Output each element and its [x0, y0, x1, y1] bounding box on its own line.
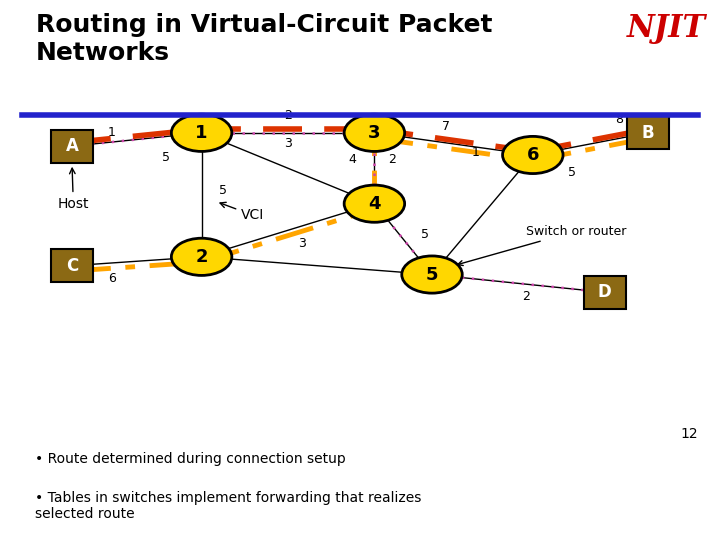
FancyBboxPatch shape [627, 116, 669, 150]
Text: Host: Host [58, 168, 89, 211]
Text: B: B [642, 124, 654, 142]
Text: • Route determined during connection setup: • Route determined during connection set… [35, 452, 346, 466]
Text: 5: 5 [161, 151, 170, 164]
Text: 12: 12 [681, 427, 698, 441]
Text: A: A [66, 137, 78, 155]
Text: 5: 5 [568, 166, 577, 179]
FancyBboxPatch shape [584, 275, 626, 309]
Text: 1: 1 [108, 126, 115, 139]
Circle shape [344, 185, 405, 222]
Circle shape [402, 256, 462, 293]
Circle shape [171, 114, 232, 151]
Text: 4: 4 [368, 195, 381, 213]
Text: VCI: VCI [220, 202, 264, 222]
Text: 2: 2 [389, 153, 396, 166]
Text: C: C [66, 256, 78, 275]
Text: 1: 1 [472, 146, 479, 159]
Text: D: D [598, 284, 612, 301]
Text: NJIT: NJIT [626, 14, 706, 44]
FancyBboxPatch shape [51, 130, 93, 163]
Text: 5: 5 [219, 184, 228, 197]
Circle shape [171, 238, 232, 275]
Text: 2: 2 [284, 109, 292, 122]
Text: 4: 4 [349, 153, 356, 166]
Text: 5: 5 [420, 228, 429, 241]
Text: 3: 3 [299, 237, 306, 250]
Text: 1: 1 [195, 124, 208, 142]
Text: • Tables in switches implement forwarding that realizes
selected route: • Tables in switches implement forwardin… [35, 490, 421, 521]
Text: 6: 6 [108, 273, 115, 286]
Text: 3: 3 [368, 124, 381, 142]
Circle shape [503, 137, 563, 173]
Circle shape [344, 114, 405, 151]
Text: Switch or router: Switch or router [458, 225, 626, 266]
Text: 3: 3 [284, 137, 292, 151]
Text: 2: 2 [522, 290, 529, 303]
Text: 7: 7 [442, 120, 451, 133]
Text: 2: 2 [195, 248, 208, 266]
Text: 5: 5 [426, 266, 438, 284]
FancyBboxPatch shape [51, 249, 93, 282]
Text: Routing in Virtual-Circuit Packet
Networks: Routing in Virtual-Circuit Packet Networ… [36, 14, 492, 65]
Text: 6: 6 [526, 146, 539, 164]
Text: 8: 8 [615, 113, 624, 126]
